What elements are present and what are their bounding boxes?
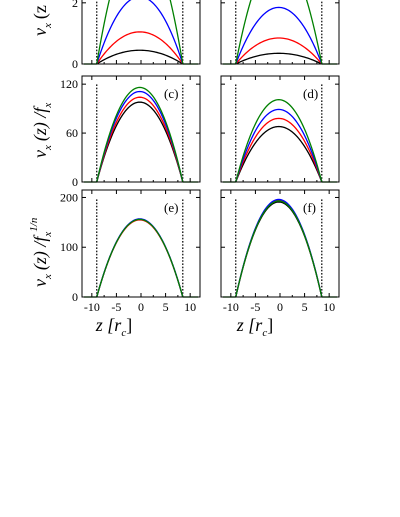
- panel-b-series-2: [235, 6, 323, 64]
- xlabel-left-main: z [r: [95, 315, 123, 335]
- panel-c: 0 60 120 (c): [60, 75, 201, 189]
- panel-a-series-2: [96, 0, 184, 64]
- ylabel-row3: vx(z) /fx1/n: [28, 217, 54, 287]
- panel-d-series-3: [235, 98, 323, 182]
- panel-e-xticklabel-1: -5: [111, 300, 121, 314]
- panel-e-yticklabel-2: 200: [60, 190, 78, 204]
- panel-a-series-0: [96, 49, 184, 64]
- panel-c-series-1: [96, 96, 184, 182]
- ylabel-row3-sub2: x: [42, 232, 54, 238]
- xlabel-left-close: ]: [126, 315, 132, 335]
- xlabel-left: z [rc]: [95, 315, 132, 339]
- panel-a-series-1: [96, 31, 184, 64]
- panel-f-xticklabel-2: 0: [277, 300, 283, 314]
- panel-c-label: (c): [164, 86, 178, 101]
- ylabel-row2-main: v: [30, 150, 50, 158]
- panel-d-series-0: [235, 125, 323, 182]
- panel-e-xticklabel-4: 10: [184, 300, 196, 314]
- xlabel-left-sub: c: [121, 327, 126, 339]
- panel-a-yticklabel-1: 2: [72, 0, 78, 10]
- panel-a: 02: [72, 0, 201, 71]
- panel-f-series-3: [235, 200, 323, 297]
- panel-b-curves: [235, 0, 323, 64]
- panel-d-label: (d): [303, 86, 318, 101]
- panel-f-curves: [235, 198, 323, 297]
- ylabel-row2-rest: (z) /f: [30, 105, 51, 141]
- panel-a-yticklabel-0: 0: [72, 57, 78, 71]
- panel-f: -10 -5 0 5 10 (f): [220, 189, 340, 314]
- ylabel-row2: vx(z) /fx: [30, 103, 54, 158]
- panel-c-series-3: [96, 86, 184, 182]
- panel-e-xticklabel-2: 0: [138, 300, 144, 314]
- panel-f-xticklabel-4: 10: [323, 300, 335, 314]
- ylabel-row2-sub2: x: [42, 103, 54, 109]
- panel-f-label: (f): [303, 200, 316, 215]
- panel-e-yticklabel-1: 100: [60, 240, 78, 254]
- panel-e-yticklabel-0: 0: [72, 290, 78, 304]
- panel-e-label: (e): [164, 200, 178, 215]
- panel-b-series-3: [235, 0, 323, 64]
- panel-b-series-1: [235, 37, 323, 64]
- panel-c-yticklabel-0: 0: [72, 175, 78, 189]
- panel-f-xticklabel-0: -10: [223, 300, 239, 314]
- panel-c-curves: [96, 86, 184, 182]
- panel-a-curves: [96, 0, 184, 64]
- ylabel-row1: vx (z: [30, 5, 54, 36]
- panel-c-yticklabel-2: 120: [60, 77, 78, 91]
- panel-c-series-0: [96, 101, 184, 182]
- panel-d-curves: [235, 98, 323, 182]
- panel-d-series-2: [235, 108, 323, 182]
- panel-e-xticklabel-0: -10: [84, 300, 100, 314]
- ylabel-row2-sub: x: [42, 145, 54, 151]
- panel-e-xticklabel-3: 5: [163, 300, 169, 314]
- ylabel-row1-sub: x: [42, 23, 54, 29]
- panel-d-series-1: [235, 117, 323, 182]
- ylabel-row1-main: v: [30, 28, 50, 36]
- panel-f-xticklabel-3: 5: [302, 300, 308, 314]
- panel-f-xticklabel-1: -5: [250, 300, 260, 314]
- panel-d: (d): [220, 75, 340, 183]
- panel-c-series-2: [96, 90, 184, 182]
- panel-e-series-3: [96, 218, 184, 297]
- ylabel-row3-main: v: [30, 279, 50, 287]
- xlabel-right-sub: c: [262, 327, 267, 339]
- panel-e-curves: [96, 218, 184, 297]
- ylabel-row3-rest: (z) /f: [30, 234, 51, 270]
- panel-b-series-0: [235, 52, 323, 64]
- ylabel-row1-rest: (z: [30, 5, 51, 19]
- ylabel-row3-sup: 1/n: [28, 217, 40, 232]
- xlabel-right: z [rc]: [236, 315, 273, 339]
- panel-b: [220, 0, 340, 65]
- panel-c-yticklabel-1: 60: [66, 126, 78, 140]
- xlabel-right-close: ]: [267, 315, 273, 335]
- xlabel-right-main: z [r: [236, 315, 264, 335]
- ylabel-row3-sub: x: [42, 274, 54, 280]
